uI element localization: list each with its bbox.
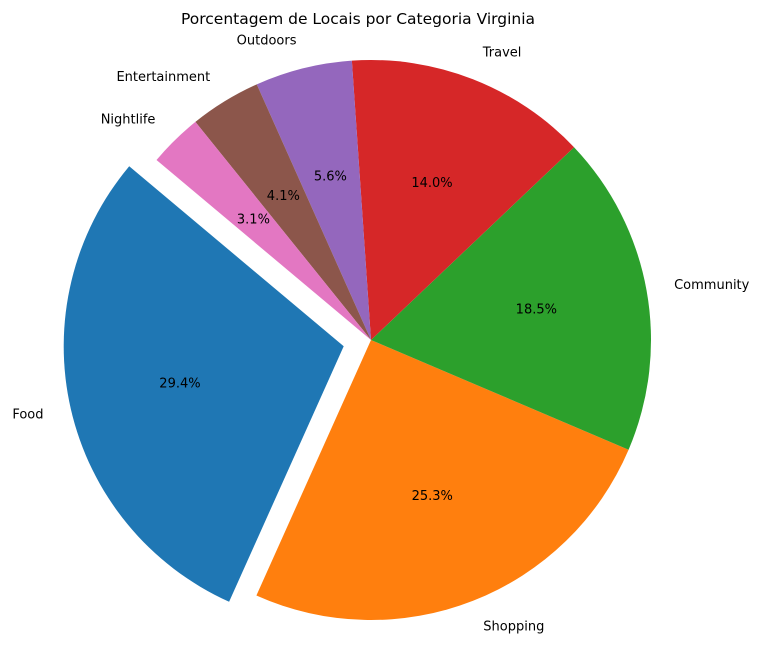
- pie-slice-travel: [351, 60, 575, 341]
- slice-label-food: Food: [12, 408, 43, 423]
- pie-slice-nightlife: [156, 121, 371, 340]
- slice-label-outdoors: Outdoors: [237, 34, 297, 49]
- pie-slice-outdoors: [256, 60, 371, 341]
- slice-label-shopping: Shopping: [483, 619, 544, 634]
- slice-label-travel: Travel: [482, 46, 522, 61]
- slice-percent-nightlife: 3.1%: [237, 213, 270, 228]
- slice-percent-shopping: 25.3%: [412, 489, 453, 504]
- chart-title: Porcentagem de Locais por Categoria Virg…: [181, 10, 535, 28]
- pie-slice-shopping: [256, 340, 629, 620]
- slice-percent-entertainment: 4.1%: [267, 189, 300, 204]
- pie-slices: [63, 60, 651, 620]
- slice-label-community: Community: [674, 278, 750, 293]
- pie-slice-food: [63, 166, 344, 602]
- slice-percent-community: 18.5%: [516, 303, 557, 318]
- slice-label-entertainment: Entertainment: [116, 70, 210, 85]
- slice-percent-food: 29.4%: [159, 376, 200, 391]
- slice-percent-travel: 14.0%: [411, 176, 452, 191]
- pie-slice-entertainment: [195, 84, 371, 340]
- slice-percent-outdoors: 5.6%: [314, 169, 347, 184]
- pie-labels: Food 29.4% Shopping 25.3% Community 18.5% Trav…: [12, 34, 749, 635]
- slice-label-nightlife: Nightlife: [101, 113, 156, 128]
- pie-slice-community: [371, 147, 651, 450]
